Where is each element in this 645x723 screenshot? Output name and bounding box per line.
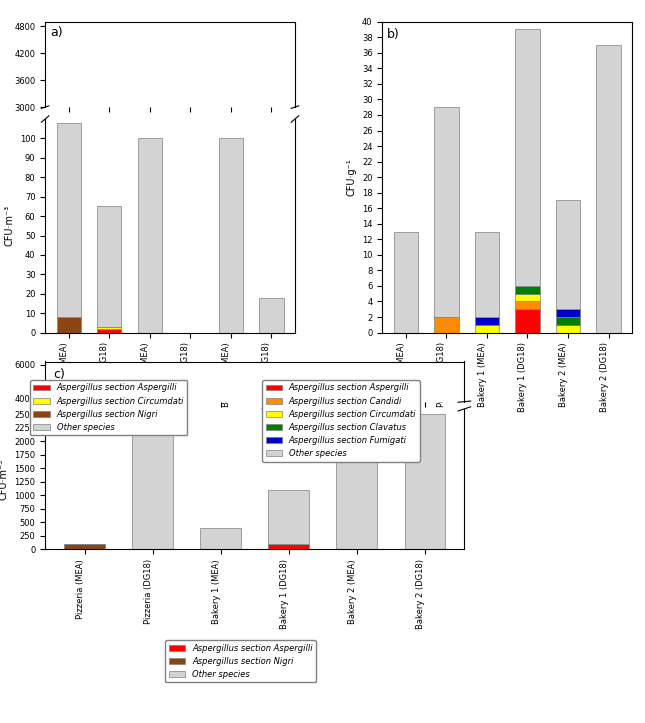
Bar [515, 30, 540, 286]
Bar [556, 317, 580, 325]
Bar [556, 325, 580, 333]
Bar [515, 294, 540, 301]
Bar [268, 544, 309, 549]
Legend: Aspergillus section Aspergilli, Aspergillus section Nigri, Other species: Aspergillus section Aspergilli, Aspergil… [165, 641, 316, 683]
Bar [515, 309, 540, 333]
Y-axis label: CFU·m⁻³: CFU·m⁻³ [4, 205, 14, 247]
Text: a): a) [50, 26, 63, 39]
Bar [597, 45, 620, 333]
Bar [57, 123, 81, 317]
Bar [475, 231, 499, 317]
Legend: Aspergillus section Aspergilli, Aspergillus section Circumdati, Aspergillus sect: Aspergillus section Aspergilli, Aspergil… [30, 380, 188, 435]
Bar [57, 317, 81, 333]
Bar [201, 528, 241, 549]
Bar [515, 301, 540, 309]
Bar [97, 206, 121, 327]
Bar [556, 309, 580, 317]
Bar [97, 327, 121, 329]
Y-axis label: CFU·g⁻¹: CFU·g⁻¹ [346, 158, 356, 196]
Y-axis label: CFU·m⁻³: CFU·m⁻³ [0, 458, 9, 500]
Bar [268, 490, 309, 544]
Bar [393, 231, 418, 333]
Bar [556, 200, 580, 309]
Bar [219, 139, 243, 333]
Text: b): b) [388, 28, 400, 41]
Bar [434, 317, 459, 333]
Text: c): c) [54, 367, 65, 380]
Bar [64, 544, 105, 549]
Bar [475, 325, 499, 333]
Bar [434, 107, 459, 317]
Bar [97, 329, 121, 333]
Legend: Aspergillus section Aspergilli, Aspergillus section Candidi, Aspergillus section: Aspergillus section Aspergilli, Aspergil… [262, 380, 420, 461]
Bar [475, 317, 499, 325]
Bar [404, 414, 445, 549]
Bar [337, 414, 377, 549]
Bar [259, 298, 284, 333]
Bar [515, 286, 540, 294]
Bar [137, 139, 162, 333]
Bar [132, 425, 173, 549]
